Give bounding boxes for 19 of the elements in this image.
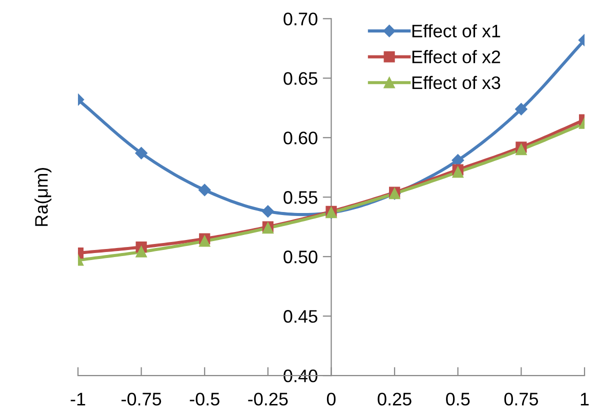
y-tick-label: 0.45 [284,310,318,323]
legend-label: Effect of x2 [412,50,500,64]
legend-label: Effect of x3 [412,76,500,90]
x-tick-label: 0.75 [504,392,538,406]
x-tick-label: -0.25 [248,392,288,406]
x-tick-label: 1 [580,392,589,406]
y-tick-label: 0.60 [284,132,318,144]
y-tick-label: 0.65 [284,72,318,85]
x-tick-label: 0.25 [378,392,412,406]
x-tick-label: -0.75 [122,392,162,406]
x-tick-label: -1 [70,392,86,406]
x-tick-label: 0 [326,392,336,406]
y-axis-title: Ra(μm) [34,168,52,226]
y-tick-label: 0.50 [284,250,318,264]
y-tick-label: 0.70 [284,12,318,26]
x-tick-label: 0.5 [446,392,470,406]
legend-label: Effect of x1 [412,24,500,38]
y-tick-label: 0.55 [284,191,318,204]
x-tick-label: -0.5 [190,392,220,406]
